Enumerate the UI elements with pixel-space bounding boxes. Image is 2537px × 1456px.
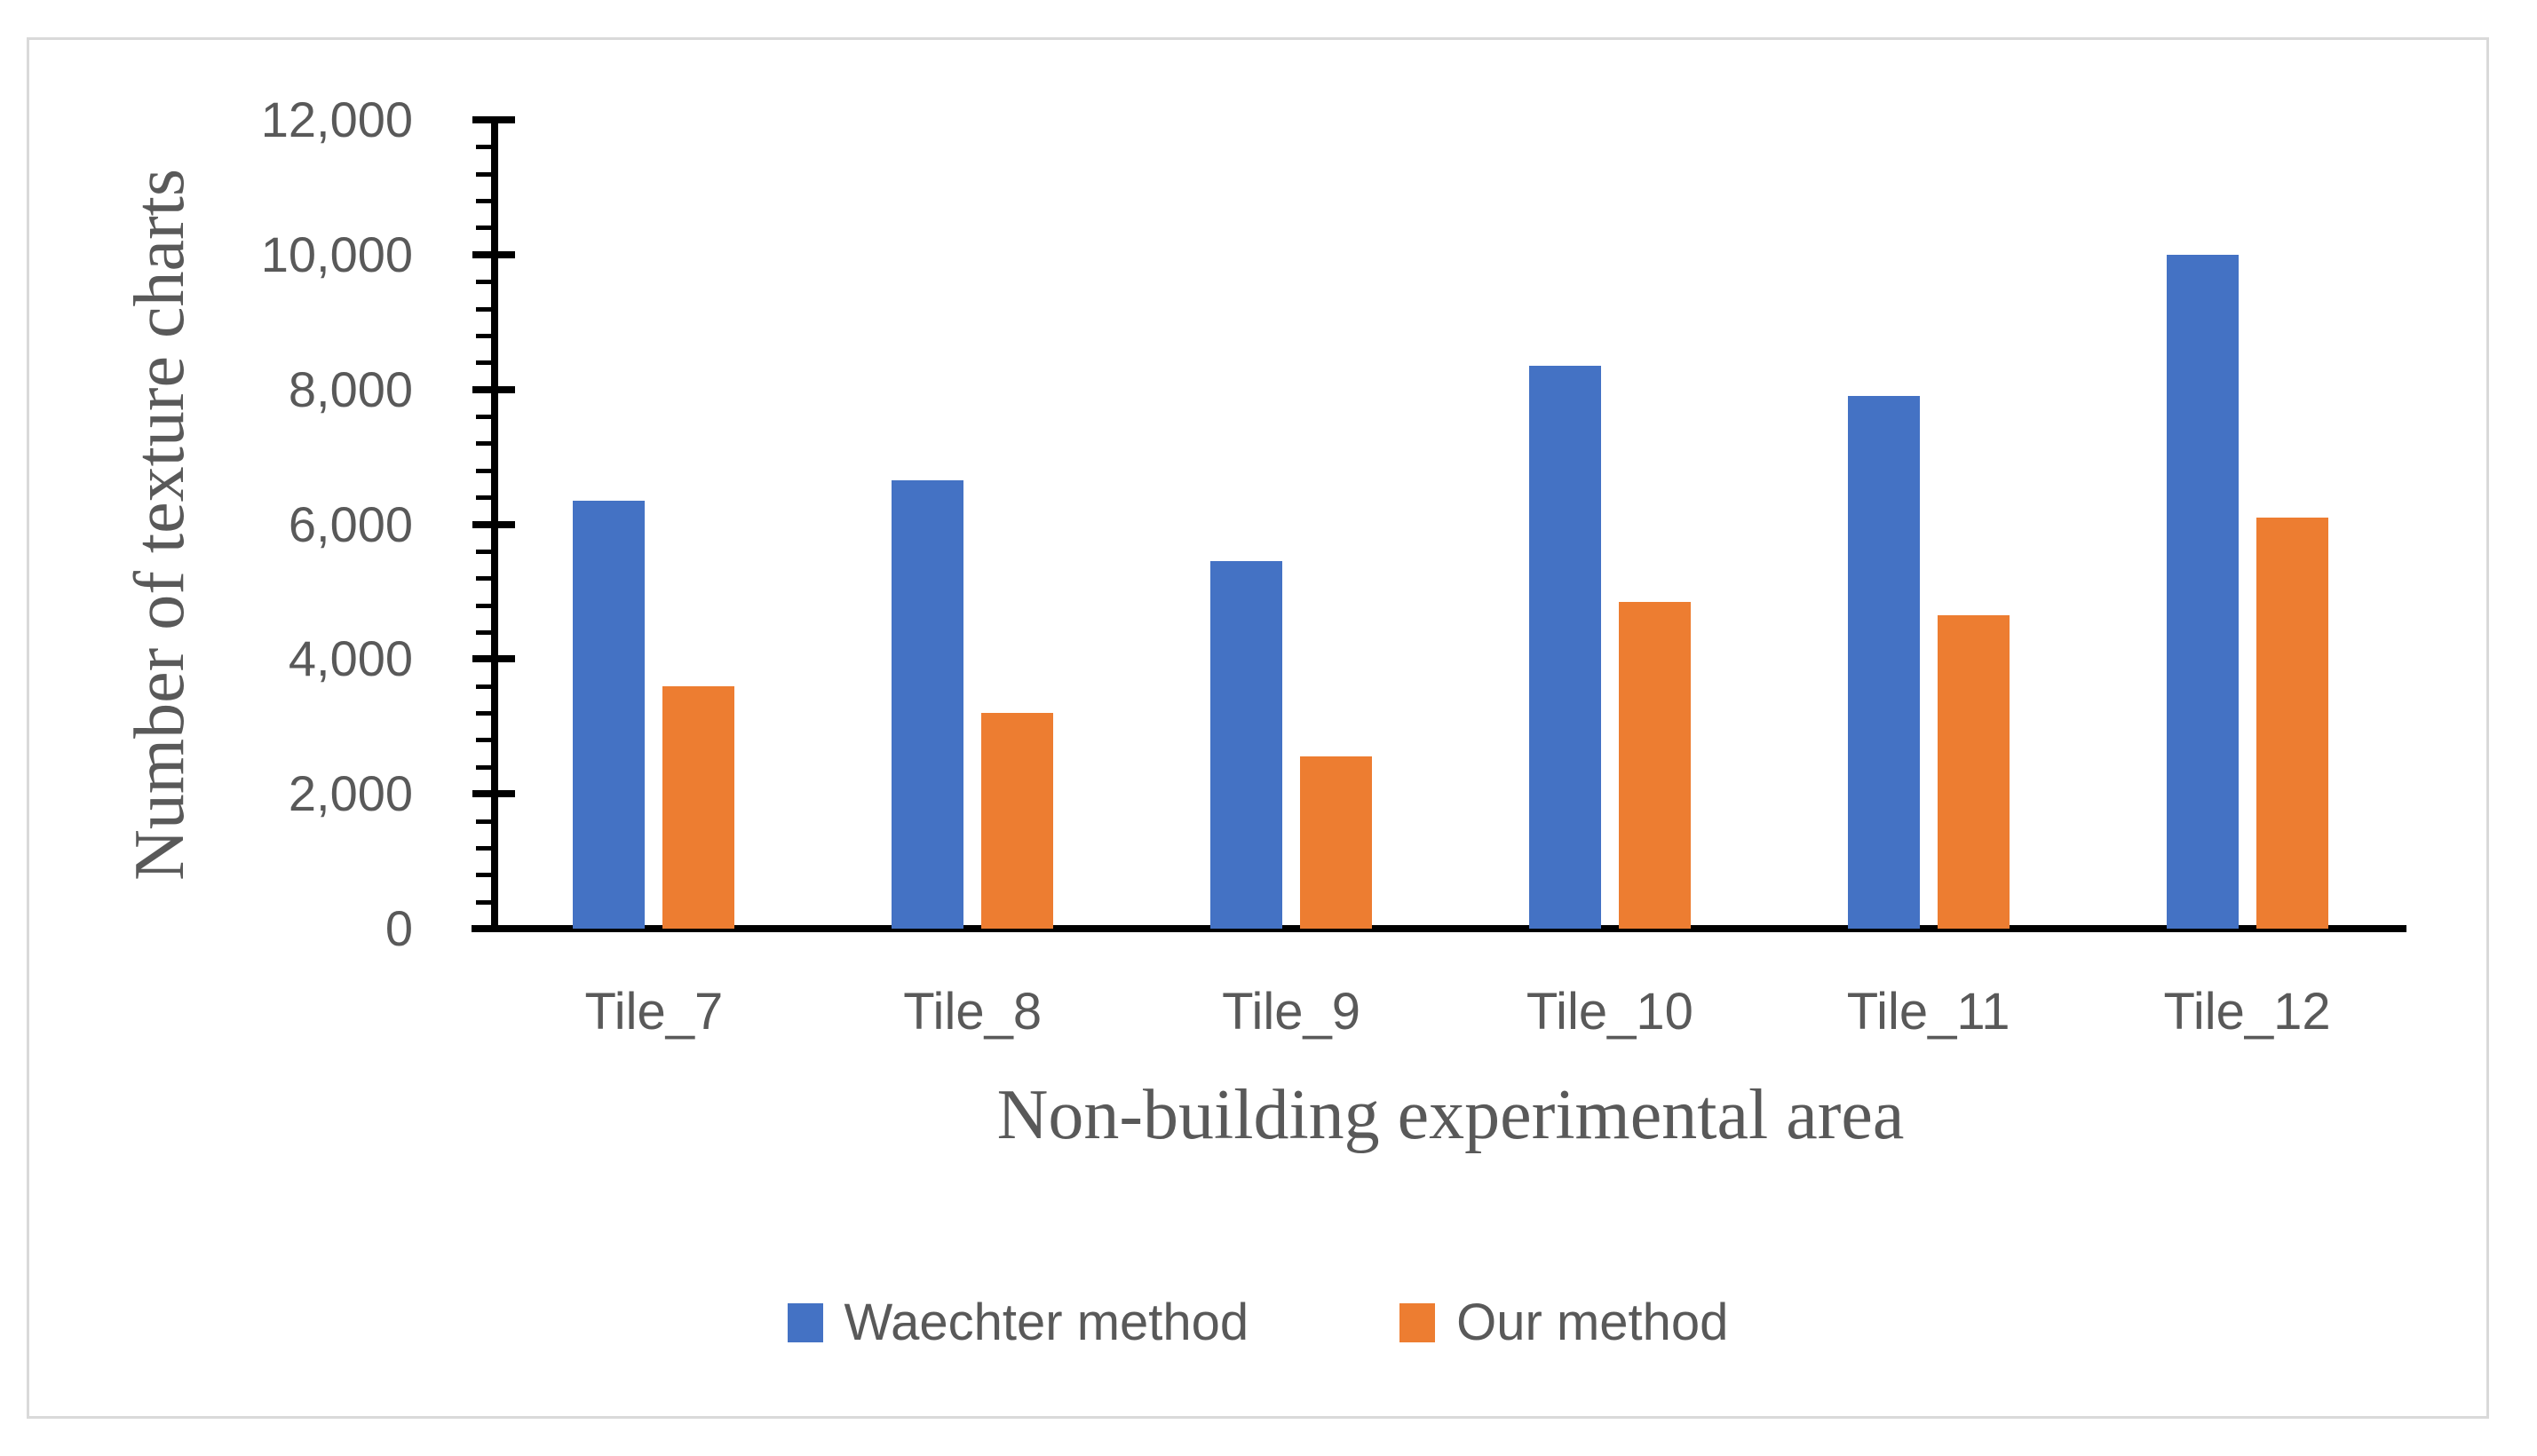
x-axis-line <box>472 925 2406 932</box>
y-minor-tick <box>476 306 492 312</box>
y-minor-tick <box>476 845 492 851</box>
x-category-label: Tile_11 <box>1846 983 2010 1041</box>
x-category-label: Tile_8 <box>903 983 1043 1041</box>
x-category-label: Tile_9 <box>1222 983 1360 1041</box>
bar-tile_7-series2 <box>662 685 735 929</box>
x-category-label: Tile_10 <box>1526 983 1693 1041</box>
bar-tile_10-series2 <box>1618 601 1691 929</box>
y-tick-label: 12,000 <box>260 91 413 147</box>
y-minor-tick <box>476 629 492 635</box>
y-minor-tick <box>476 226 492 231</box>
y-tick-label: 4,000 <box>288 630 413 687</box>
legend-swatch <box>1399 1302 1436 1342</box>
bar-tile_8-series2 <box>981 713 1054 929</box>
y-minor-tick <box>476 764 492 770</box>
bar-tile_7-series1 <box>573 500 646 929</box>
y-minor-tick <box>476 899 492 905</box>
legend-item: Waechter method <box>787 1293 1249 1352</box>
y-minor-tick <box>476 333 492 338</box>
bar-tile_9-series1 <box>1210 561 1283 929</box>
bar-tile_9-series2 <box>1300 756 1373 929</box>
y-minor-tick <box>476 873 492 878</box>
y-minor-tick <box>476 576 492 582</box>
y-minor-tick <box>476 360 492 366</box>
y-axis-line <box>491 116 498 932</box>
y-minor-tick <box>476 819 492 824</box>
y-minor-tick <box>476 738 492 743</box>
y-tick-label: 0 <box>385 900 413 956</box>
y-minor-tick <box>476 549 492 554</box>
y-tick-label: 2,000 <box>288 765 413 822</box>
y-tick-label: 6,000 <box>288 495 413 552</box>
legend: Waechter method Our method <box>27 1293 2489 1352</box>
bar-tile_12-series1 <box>2166 254 2239 929</box>
y-tick-label: 8,000 <box>288 360 413 417</box>
y-minor-tick <box>476 199 492 204</box>
x-axis-title: Non-building experimental area <box>996 1076 1905 1154</box>
y-tick-label: 10,000 <box>260 226 413 282</box>
bar-tile_12-series2 <box>2256 517 2328 929</box>
y-minor-tick <box>476 280 492 285</box>
y-minor-tick <box>476 684 492 689</box>
y-minor-tick <box>476 603 492 608</box>
y-minor-tick <box>476 441 492 447</box>
y-minor-tick <box>476 415 492 420</box>
x-category-label: Tile_12 <box>2163 983 2331 1041</box>
legend-swatch <box>787 1302 823 1342</box>
x-category-label: Tile_7 <box>584 983 724 1041</box>
y-minor-tick <box>476 171 492 177</box>
y-minor-tick <box>476 145 492 150</box>
bar-tile_8-series1 <box>892 480 964 929</box>
y-minor-tick <box>476 468 492 473</box>
bar-tile_11-series2 <box>1937 615 2010 929</box>
bar-tile_10-series1 <box>1528 366 1601 929</box>
legend-item: Our method <box>1399 1293 1728 1352</box>
legend-label: Waechter method <box>844 1294 1249 1351</box>
y-axis-title-wrap: Number of texture charts <box>107 120 213 929</box>
y-axis-title: Number of texture charts <box>120 168 199 881</box>
bar-tile_11-series1 <box>1847 396 1920 929</box>
legend-label: Our method <box>1456 1294 1729 1351</box>
y-minor-tick <box>476 495 492 501</box>
y-minor-tick <box>476 711 492 716</box>
